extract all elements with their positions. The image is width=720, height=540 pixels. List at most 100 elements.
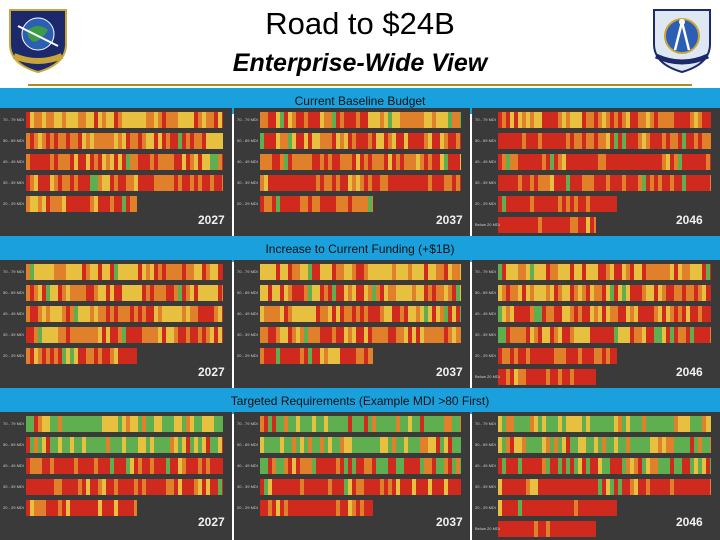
heatmap-texture: 70 - 79 MDI 50 - 69 MDI 40 - 49 MDI 30 - 39… bbox=[475, 264, 711, 385]
row-label: 50 - 69 MDI bbox=[475, 290, 496, 295]
heatmap-bar bbox=[260, 175, 461, 191]
heatmap-bar bbox=[26, 437, 223, 453]
row-label: 40 - 49 MDI bbox=[237, 311, 258, 316]
row-label: Below 20 MDI bbox=[475, 374, 500, 379]
row-label: 20 - 29 MDI bbox=[475, 505, 496, 510]
section-band-targeted bbox=[0, 388, 720, 414]
heatmap-bar bbox=[26, 416, 223, 432]
row-label: 30 - 39 MDI bbox=[237, 484, 258, 489]
row-label: 30 - 39 MDI bbox=[475, 332, 496, 337]
heatmap-panel: 70 - 79 MDI 50 - 69 MDI 40 - 49 MDI 30 - 39… bbox=[234, 108, 470, 236]
row-label: 40 - 49 MDI bbox=[475, 159, 496, 164]
heatmap-bar bbox=[260, 437, 461, 453]
section-band-increase bbox=[0, 236, 720, 262]
row-label: 40 - 49 MDI bbox=[237, 463, 258, 468]
row-label: 20 - 29 MDI bbox=[3, 505, 24, 510]
row-label: 70 - 79 MDI bbox=[237, 269, 258, 274]
heatmap-bar bbox=[260, 479, 461, 495]
heatmap-bar bbox=[260, 154, 461, 170]
heatmap-texture: 70 - 79 MDI 50 - 69 MDI 40 - 49 MDI 30 - 39… bbox=[475, 416, 711, 537]
heatmap-panel: 70 - 79 MDI 50 - 69 MDI 40 - 49 MDI 30 - 39… bbox=[472, 108, 720, 236]
heatmap-bar bbox=[498, 416, 711, 432]
heatmap-bar bbox=[26, 458, 223, 474]
row-label: 30 - 39 MDI bbox=[3, 180, 24, 185]
heatmap-bar bbox=[498, 521, 596, 537]
row-label: 40 - 49 MDI bbox=[3, 463, 24, 468]
heatmap-texture: 70 - 79 MDI 50 - 69 MDI 40 - 49 MDI 30 - 39… bbox=[237, 264, 461, 364]
heatmap-bar bbox=[498, 369, 596, 385]
row-label: 40 - 49 MDI bbox=[3, 311, 24, 316]
heatmap-bar bbox=[498, 264, 711, 280]
heatmap-bar bbox=[498, 112, 711, 128]
heatmap-bar bbox=[498, 437, 711, 453]
header-divider bbox=[28, 84, 692, 86]
row-label: 30 - 39 MDI bbox=[3, 332, 24, 337]
section-label-increase: Increase to Current Funding (+$1B) bbox=[265, 242, 455, 256]
heatmap-panel: 70 - 79 MDI 50 - 69 MDI 40 - 49 MDI 30 - 39… bbox=[234, 412, 470, 540]
row-label: 70 - 79 MDI bbox=[3, 269, 24, 274]
heatmap-bar bbox=[260, 196, 373, 212]
heatmap-bar bbox=[498, 133, 711, 149]
row-label: Below 20 MDI bbox=[475, 526, 500, 531]
row-label: 70 - 79 MDI bbox=[3, 421, 24, 426]
heatmap-bar bbox=[260, 306, 461, 322]
row-label: 20 - 29 MDI bbox=[475, 353, 496, 358]
row-label: 30 - 39 MDI bbox=[3, 484, 24, 489]
row-label: Below 20 MDI bbox=[475, 222, 500, 227]
row-label: 30 - 39 MDI bbox=[475, 484, 496, 489]
heatmap-bar bbox=[498, 327, 711, 343]
row-label: 50 - 69 MDI bbox=[237, 290, 258, 295]
heatmap-panel: 70 - 79 MDI 50 - 69 MDI 40 - 49 MDI 30 - 39… bbox=[0, 260, 232, 388]
row-label: 40 - 49 MDI bbox=[3, 159, 24, 164]
heatmap-bar bbox=[498, 458, 711, 474]
heatmap-bar bbox=[26, 175, 223, 191]
heatmap-bar bbox=[498, 154, 711, 170]
row-label: 50 - 69 MDI bbox=[475, 138, 496, 143]
heatmap-bar bbox=[260, 112, 461, 128]
heatmap-panel: 70 - 79 MDI 50 - 69 MDI 40 - 49 MDI 30 - 39… bbox=[472, 412, 720, 540]
row-label: 70 - 79 MDI bbox=[237, 117, 258, 122]
row-label: 50 - 69 MDI bbox=[237, 442, 258, 447]
row-label: 70 - 79 MDI bbox=[475, 421, 496, 426]
row-label: 40 - 49 MDI bbox=[475, 311, 496, 316]
heatmap-bar bbox=[498, 175, 711, 191]
year-label: 2027 bbox=[198, 213, 225, 227]
heatmap-panel: 70 - 79 MDI 50 - 69 MDI 40 - 49 MDI 30 - 39… bbox=[0, 412, 232, 540]
row-label: 20 - 29 MDI bbox=[237, 201, 258, 206]
row-label: 20 - 29 MDI bbox=[475, 201, 496, 206]
heatmap-bar bbox=[498, 500, 617, 516]
heatmap-bar bbox=[26, 306, 223, 322]
row-label: 50 - 69 MDI bbox=[3, 442, 24, 447]
year-label: 2046 bbox=[676, 213, 703, 227]
row-label: 40 - 49 MDI bbox=[475, 463, 496, 468]
row-label: 20 - 29 MDI bbox=[237, 353, 258, 358]
section-label-baseline: Current Baseline Budget bbox=[294, 94, 426, 108]
heatmap-bar bbox=[260, 264, 461, 280]
row-label: 20 - 29 MDI bbox=[3, 201, 24, 206]
heatmap-texture: 70 - 79 MDI 50 - 69 MDI 40 - 49 MDI 30 - 39… bbox=[237, 416, 461, 516]
heatmap-bar bbox=[26, 112, 223, 128]
heatmap-texture: 70 - 79 MDI 50 - 69 MDI 40 - 49 MDI 30 - 39… bbox=[3, 416, 223, 516]
air-force-global-strike-logo bbox=[4, 6, 72, 74]
row-label: 70 - 79 MDI bbox=[475, 269, 496, 274]
heatmap-bar bbox=[260, 133, 461, 149]
heatmap-panel: 70 - 79 MDI 50 - 69 MDI 40 - 49 MDI 30 - 39… bbox=[234, 260, 470, 388]
heatmap-bar bbox=[26, 154, 223, 170]
heatmap-bar bbox=[26, 264, 223, 280]
heatmap-bar bbox=[26, 196, 137, 212]
heatmap-panel: 70 - 79 MDI 50 - 69 MDI 40 - 49 MDI 30 - 39… bbox=[0, 108, 232, 236]
heatmap-bar bbox=[260, 285, 461, 301]
row-label: 70 - 79 MDI bbox=[3, 117, 24, 122]
heatmap-bar bbox=[260, 416, 461, 432]
row-label: 70 - 79 MDI bbox=[475, 117, 496, 122]
year-label: 2027 bbox=[198, 365, 225, 379]
heatmap-bar bbox=[26, 285, 223, 301]
year-label: 2046 bbox=[676, 365, 703, 379]
row-label: 20 - 29 MDI bbox=[237, 505, 258, 510]
heatmap-bar bbox=[26, 500, 137, 516]
heatmap-bar bbox=[26, 327, 223, 343]
row-label: 50 - 69 MDI bbox=[475, 442, 496, 447]
heatmap-bar bbox=[260, 458, 461, 474]
row-label: 50 - 69 MDI bbox=[3, 290, 24, 295]
heatmap-bar bbox=[26, 133, 223, 149]
